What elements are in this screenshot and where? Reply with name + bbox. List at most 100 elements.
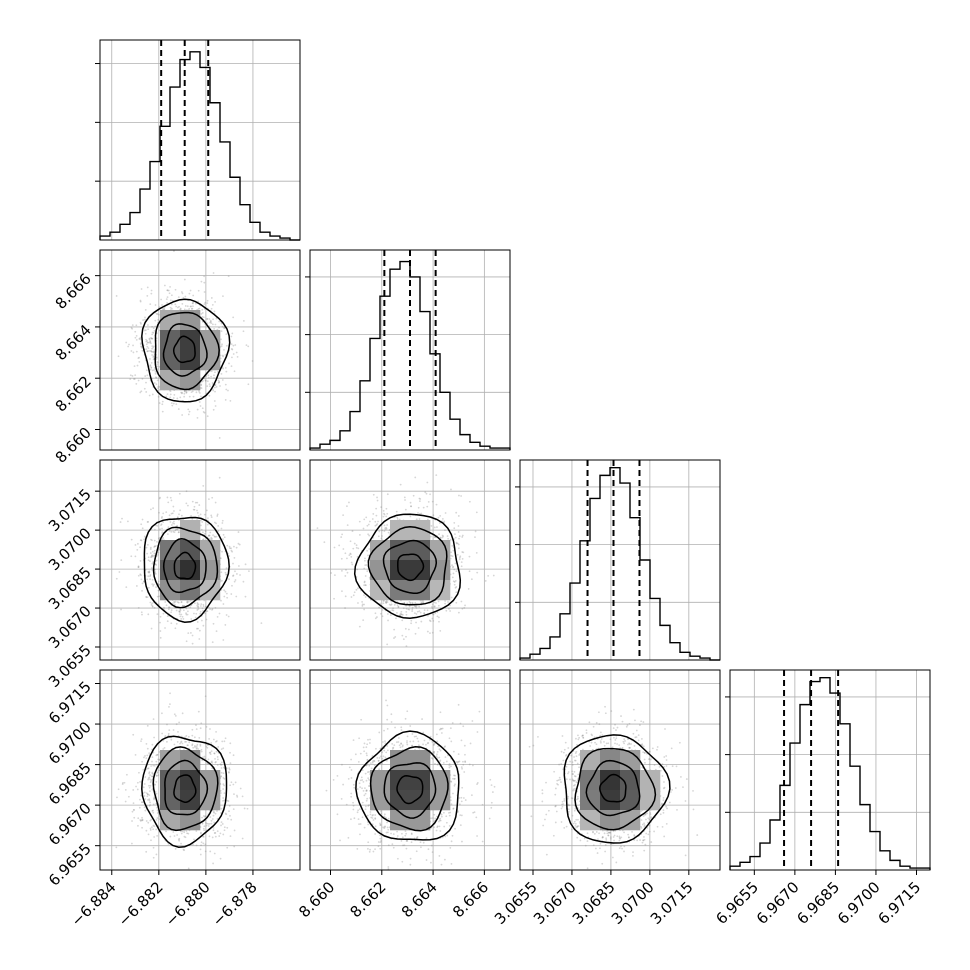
- sample-point: [224, 571, 227, 574]
- panel-frame: [729, 669, 931, 871]
- sample-point: [366, 754, 368, 757]
- sample-point: [157, 537, 160, 540]
- sample-point: [557, 783, 559, 786]
- sample-point: [190, 391, 193, 393]
- sample-point: [461, 551, 464, 553]
- sample-point: [461, 536, 464, 538]
- sample-point: [153, 350, 156, 353]
- panel-body: [100, 250, 300, 450]
- sample-point: [674, 787, 677, 789]
- sample-point: [220, 571, 223, 574]
- sample-point: [344, 607, 346, 609]
- sample-point: [215, 317, 218, 320]
- sample-point: [232, 575, 234, 577]
- sample-point: [369, 848, 371, 851]
- sample-point: [381, 762, 383, 765]
- sample-point: [377, 841, 380, 843]
- sample-point: [405, 840, 408, 842]
- sample-point: [575, 798, 578, 801]
- sample-point: [229, 751, 231, 754]
- sample-point: [372, 493, 375, 496]
- panel-body: [310, 670, 510, 870]
- sample-point: [211, 641, 214, 644]
- sample-point: [357, 760, 360, 763]
- sample-point: [231, 348, 234, 351]
- sample-point: [174, 288, 177, 291]
- sample-point: [433, 601, 436, 604]
- sample-point: [150, 337, 153, 340]
- sample-point: [229, 784, 232, 787]
- sample-point: [227, 275, 230, 278]
- sample-point: [212, 862, 215, 865]
- sample-point: [458, 558, 461, 561]
- sample-point: [450, 780, 453, 783]
- sample-point: [157, 758, 159, 761]
- sample-point: [194, 746, 196, 748]
- sample-point: [223, 829, 226, 832]
- contour-level-2: [154, 311, 220, 391]
- sample-point: [230, 343, 233, 345]
- sample-point: [474, 530, 477, 533]
- sample-point: [605, 838, 608, 841]
- sample-point: [392, 833, 395, 836]
- sample-point: [405, 635, 407, 638]
- sample-point: [180, 392, 183, 395]
- sample-point: [183, 395, 186, 398]
- sample-point: [170, 499, 173, 502]
- sample-point: [361, 816, 364, 819]
- sample-point: [387, 868, 390, 870]
- sample-point: [238, 565, 240, 567]
- sample-point: [139, 573, 142, 576]
- sample-point: [237, 542, 240, 545]
- sample-point: [344, 595, 347, 598]
- sample-point: [563, 826, 566, 829]
- sample-point: [187, 632, 190, 635]
- sample-point: [596, 852, 599, 854]
- sample-point: [472, 764, 474, 767]
- sample-point: [457, 515, 460, 517]
- sample-point: [584, 844, 587, 847]
- sample-point: [640, 827, 643, 829]
- sample-point: [451, 576, 454, 579]
- sample-point: [141, 582, 144, 585]
- sample-point: [432, 817, 434, 819]
- sample-point: [454, 562, 457, 565]
- sample-point: [220, 771, 223, 774]
- sample-point: [476, 783, 478, 786]
- sample-point: [696, 834, 699, 836]
- sample-point: [225, 333, 228, 336]
- sample-point: [481, 840, 484, 843]
- sample-point: [385, 515, 388, 518]
- sample-point: [642, 721, 645, 723]
- sample-point: [364, 792, 367, 795]
- sample-point: [213, 386, 216, 389]
- sample-point: [156, 363, 159, 366]
- sample-point: [458, 494, 460, 497]
- sample-point: [149, 546, 152, 549]
- sample-point: [626, 738, 629, 740]
- sample-point: [199, 392, 201, 394]
- sample-point: [222, 367, 225, 370]
- sample-point: [348, 501, 350, 504]
- sample-point: [146, 543, 149, 546]
- sample-point: [374, 524, 377, 527]
- sample-point: [659, 769, 662, 772]
- sample-point: [218, 437, 221, 439]
- sample-point: [541, 792, 544, 795]
- sample-point: [141, 818, 144, 821]
- sample-point: [143, 538, 146, 541]
- sample-point: [437, 600, 440, 603]
- sample-point: [196, 603, 199, 606]
- sample-point: [203, 815, 206, 818]
- sample-point: [358, 782, 361, 785]
- sample-point: [611, 746, 614, 749]
- sample-point: [148, 570, 151, 573]
- sample-point: [182, 848, 185, 851]
- sample-point: [204, 605, 207, 608]
- sample-point: [151, 337, 154, 340]
- sample-point: [385, 816, 387, 819]
- sample-point: [225, 370, 228, 373]
- sample-point: [146, 294, 149, 297]
- sample-point: [136, 548, 139, 551]
- sample-point: [150, 336, 152, 339]
